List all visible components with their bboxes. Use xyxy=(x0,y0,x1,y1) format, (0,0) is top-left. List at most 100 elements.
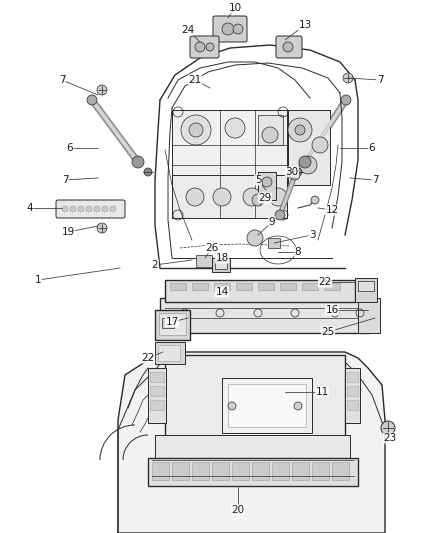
Bar xyxy=(312,462,329,480)
Bar xyxy=(347,372,358,382)
Bar xyxy=(155,310,190,340)
Circle shape xyxy=(247,230,263,246)
Text: 20: 20 xyxy=(231,505,244,515)
Text: 5: 5 xyxy=(254,175,261,185)
Bar xyxy=(355,278,377,302)
Bar xyxy=(148,368,166,423)
Circle shape xyxy=(206,43,214,51)
Circle shape xyxy=(243,188,261,206)
Bar xyxy=(212,462,229,480)
FancyBboxPatch shape xyxy=(56,200,125,218)
FancyBboxPatch shape xyxy=(276,36,302,58)
Bar xyxy=(192,462,209,480)
Bar xyxy=(159,313,186,335)
Text: 22: 22 xyxy=(318,277,332,287)
Bar xyxy=(172,175,287,218)
Circle shape xyxy=(195,42,205,52)
Bar xyxy=(332,462,349,480)
Circle shape xyxy=(132,156,144,168)
Bar xyxy=(288,110,330,185)
Circle shape xyxy=(312,137,328,153)
Circle shape xyxy=(225,118,245,138)
Text: 11: 11 xyxy=(315,387,328,397)
Bar xyxy=(358,298,380,333)
Text: 29: 29 xyxy=(258,193,272,203)
Bar xyxy=(214,283,230,290)
Circle shape xyxy=(252,194,264,206)
Text: 9: 9 xyxy=(268,217,276,227)
Bar xyxy=(152,462,169,480)
Circle shape xyxy=(288,118,312,142)
Bar xyxy=(358,281,374,291)
Circle shape xyxy=(62,206,68,212)
Bar xyxy=(165,280,355,302)
Circle shape xyxy=(102,206,108,212)
Text: 2: 2 xyxy=(152,260,158,270)
Bar xyxy=(155,342,185,364)
Text: 19: 19 xyxy=(61,227,74,237)
Bar xyxy=(155,435,350,460)
Bar xyxy=(258,283,274,290)
Bar xyxy=(150,372,164,382)
Bar xyxy=(222,378,312,433)
Circle shape xyxy=(341,95,351,105)
Text: 3: 3 xyxy=(309,230,315,240)
Text: 25: 25 xyxy=(321,327,335,337)
Circle shape xyxy=(94,206,100,212)
Circle shape xyxy=(233,24,243,34)
Bar xyxy=(347,386,358,396)
Text: 24: 24 xyxy=(181,25,194,35)
FancyBboxPatch shape xyxy=(190,36,219,58)
Circle shape xyxy=(381,421,395,435)
Circle shape xyxy=(262,177,272,187)
Circle shape xyxy=(294,402,302,410)
Bar xyxy=(150,400,164,410)
Bar xyxy=(212,258,230,272)
Text: 7: 7 xyxy=(377,75,383,85)
Text: 16: 16 xyxy=(325,305,339,315)
Text: 7: 7 xyxy=(62,175,68,185)
Circle shape xyxy=(70,206,76,212)
Bar xyxy=(280,283,296,290)
Text: 22: 22 xyxy=(141,353,155,363)
Text: 7: 7 xyxy=(372,175,378,185)
Bar xyxy=(196,255,212,267)
Circle shape xyxy=(290,170,300,180)
Circle shape xyxy=(311,196,319,204)
Bar xyxy=(258,172,276,200)
Text: 26: 26 xyxy=(205,243,219,253)
Text: 4: 4 xyxy=(27,203,33,213)
Bar xyxy=(272,462,289,480)
Circle shape xyxy=(213,188,231,206)
Circle shape xyxy=(299,156,317,174)
Bar xyxy=(160,298,370,333)
Bar xyxy=(228,384,306,427)
Bar xyxy=(148,458,358,486)
Circle shape xyxy=(343,73,353,83)
Bar xyxy=(158,345,180,361)
Circle shape xyxy=(269,188,287,206)
Circle shape xyxy=(87,95,97,105)
Polygon shape xyxy=(118,352,385,533)
Text: 30: 30 xyxy=(286,167,299,177)
Bar xyxy=(150,386,164,396)
Text: 12: 12 xyxy=(325,205,339,215)
Circle shape xyxy=(189,123,203,137)
Circle shape xyxy=(181,115,211,145)
Circle shape xyxy=(78,206,84,212)
Bar xyxy=(347,400,358,410)
Circle shape xyxy=(222,23,234,35)
Bar xyxy=(252,462,269,480)
Circle shape xyxy=(294,168,302,176)
Circle shape xyxy=(299,156,311,168)
Text: 6: 6 xyxy=(369,143,375,153)
Circle shape xyxy=(228,402,236,410)
Bar xyxy=(170,283,186,290)
Bar xyxy=(258,115,283,145)
Circle shape xyxy=(97,85,107,95)
Bar xyxy=(324,283,340,290)
FancyBboxPatch shape xyxy=(213,16,247,42)
Circle shape xyxy=(262,127,278,143)
Circle shape xyxy=(275,210,285,220)
Bar xyxy=(172,110,287,218)
